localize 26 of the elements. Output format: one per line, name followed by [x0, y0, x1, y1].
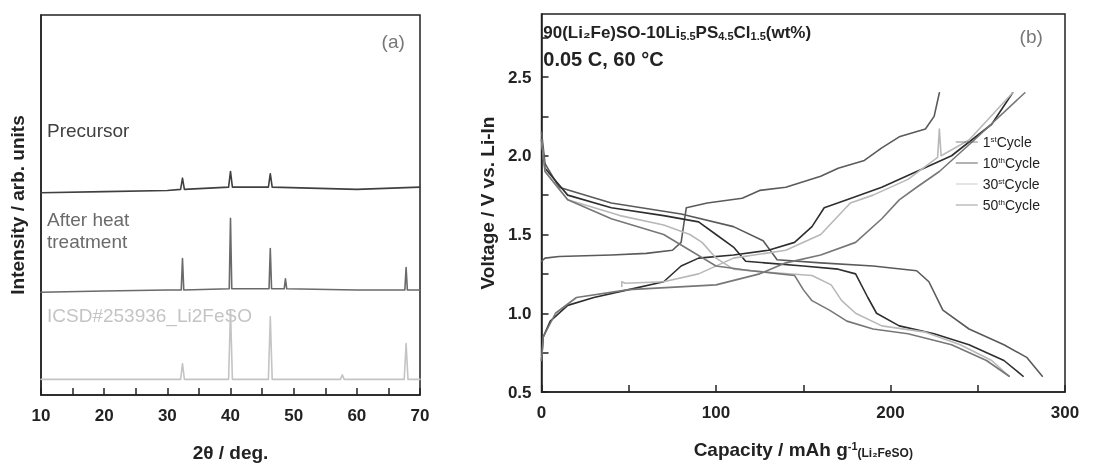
text: Precursor — [47, 120, 131, 142]
x-tick-label: 40 — [221, 406, 240, 425]
series-label: ICSD#253936_Li2FeSO — [47, 304, 252, 327]
x-tick-label: 20 — [94, 406, 114, 425]
x-tick-label: 30 — [157, 406, 177, 425]
y-tick-label: 1.0 — [507, 303, 532, 323]
x-tick-label: 70 — [410, 406, 430, 425]
annotation: 90(Li₂Fe)SO-10Li5.5PS4.5Cl1.5(wt%) — [543, 23, 812, 43]
y-tick-label: 2.0 — [507, 146, 532, 166]
y-tick-label: 1.5 — [507, 225, 532, 244]
x-tick-label: 0 — [536, 403, 547, 422]
y-axis-title: Intensity / arb. units — [7, 115, 28, 295]
x-tick-label: 300 — [1050, 403, 1080, 422]
x-axis-title: 2θ / deg. — [192, 442, 269, 463]
x-tick-label: 60 — [347, 406, 367, 425]
x-tick-label: 100 — [701, 403, 731, 422]
text: After heat treatment — [47, 208, 135, 252]
text: (a) — [381, 31, 405, 53]
x-tick-label: 10 — [31, 406, 51, 425]
x-tick-label: 200 — [876, 403, 905, 422]
y-tick-label: 2.5 — [507, 67, 532, 87]
x-tick-label: 50 — [284, 406, 304, 425]
annotation: (b) — [1019, 26, 1043, 48]
annotation: 0.05 C, 60 °C — [543, 48, 664, 71]
y-tick-label: 0.5 — [507, 382, 532, 402]
y-axis-title: Voltage / V vs. Li-In — [477, 116, 498, 290]
